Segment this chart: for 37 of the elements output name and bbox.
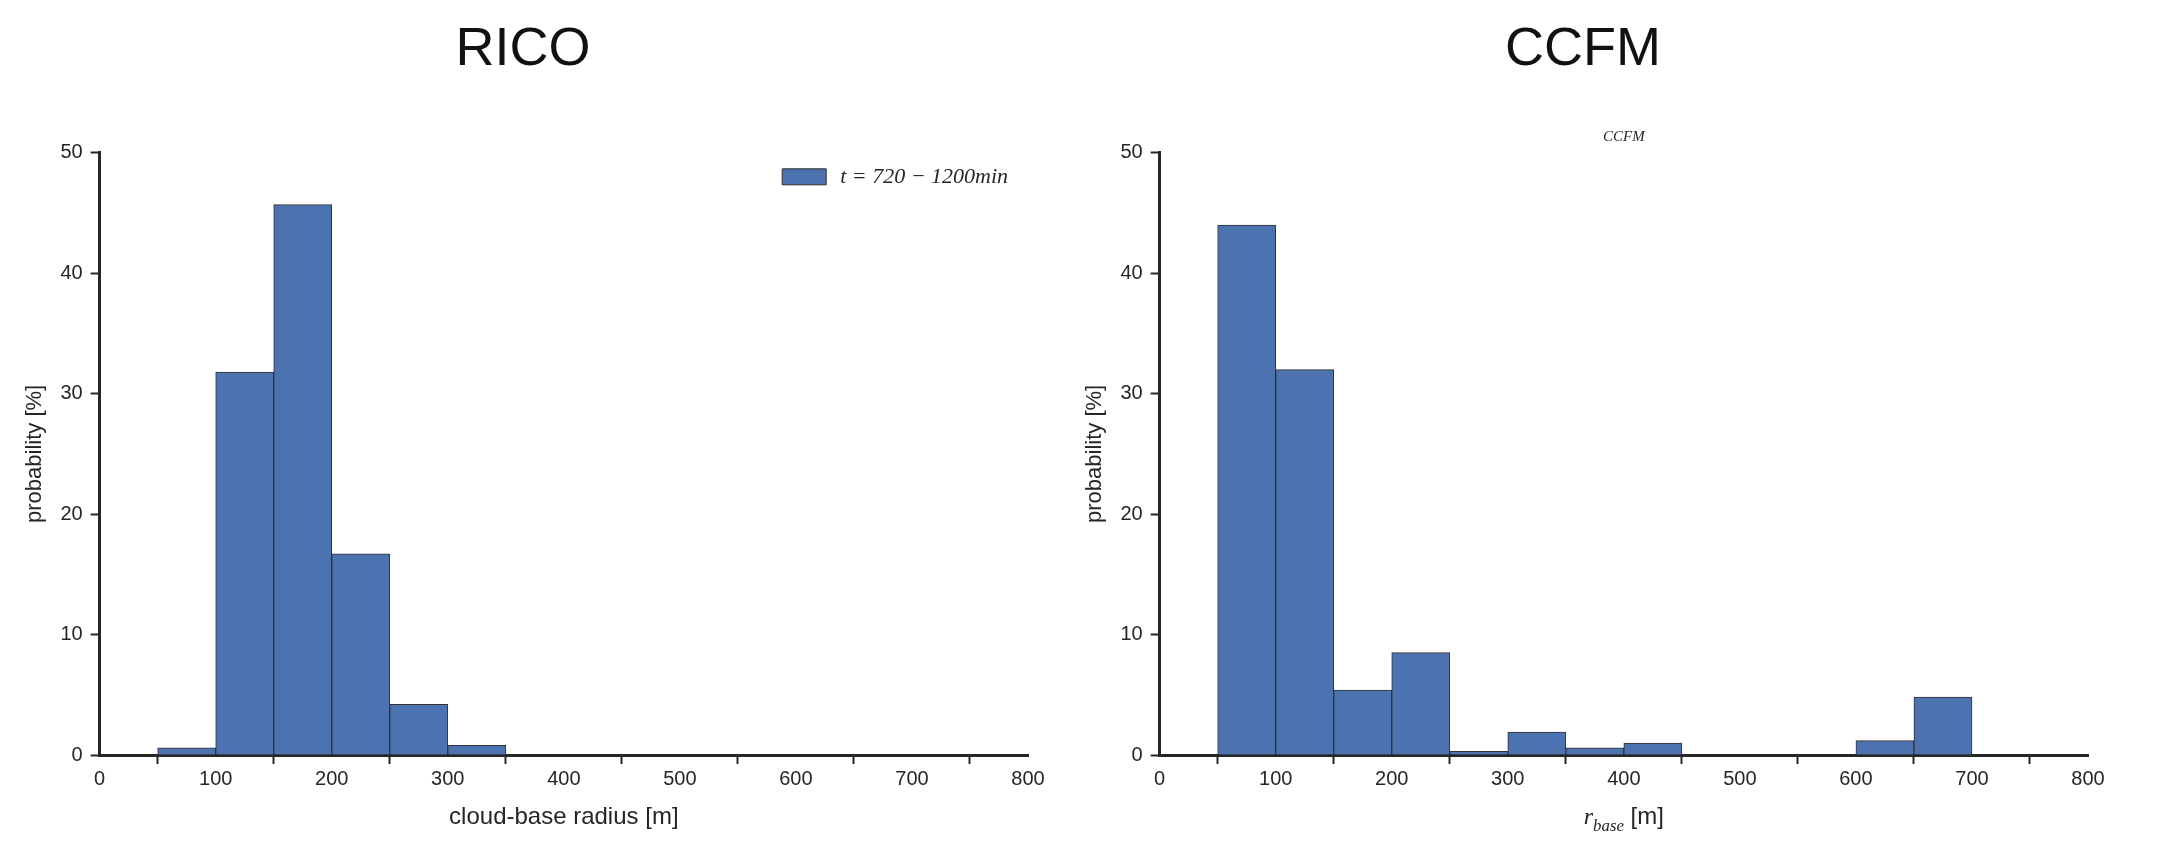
y-tick-label: 30 [1120, 381, 1143, 404]
chart-title: RICO [455, 16, 591, 77]
x-tick-label: 400 [1607, 766, 1641, 789]
x-tick-label: 100 [199, 766, 233, 789]
x-tick-label: 200 [315, 766, 349, 789]
y-tick-label: 50 [60, 140, 83, 163]
y-tick-label: 30 [60, 381, 83, 404]
legend-label: t = 720 − 1200min [840, 162, 1009, 188]
x-tick-label: 500 [1723, 766, 1757, 789]
y-axis-title: probability [%] [21, 384, 47, 523]
x-tick-label: 800 [1011, 766, 1045, 789]
x-tick-label: 300 [431, 766, 465, 789]
x-tick-label: 600 [779, 766, 813, 789]
x-tick-label: 0 [94, 766, 106, 789]
y-tick-label: 10 [60, 622, 83, 645]
x-tick-label: 600 [1839, 766, 1873, 789]
text: CCFM [1602, 128, 1647, 145]
x-tick-label: 700 [895, 766, 929, 789]
y-tick-label: 10 [1120, 622, 1143, 645]
x-tick-label: 200 [1375, 766, 1409, 789]
x-axis-title: cloud-base radius [m] [449, 802, 679, 829]
y-tick-label: 0 [1131, 742, 1143, 765]
y-tick-label: 50 [1120, 140, 1143, 163]
chart-title: CCFM [1505, 16, 1661, 77]
x-tick-label: 300 [1491, 766, 1525, 789]
x-tick-label: 100 [1259, 766, 1293, 789]
x-tick-label: 700 [1955, 766, 1989, 789]
x-tick-label: 400 [547, 766, 581, 789]
y-tick-label: 20 [1120, 501, 1143, 524]
x-tick-label: 500 [663, 766, 697, 789]
y-tick-label: 40 [60, 260, 83, 283]
y-tick-label: 40 [1120, 260, 1143, 283]
y-tick-label: 0 [71, 742, 83, 765]
y-axis-title: probability [%] [1081, 384, 1107, 523]
x-tick-label: 800 [2071, 766, 2105, 789]
y-tick-label: 20 [60, 501, 83, 524]
x-tick-label: 0 [1154, 766, 1166, 789]
